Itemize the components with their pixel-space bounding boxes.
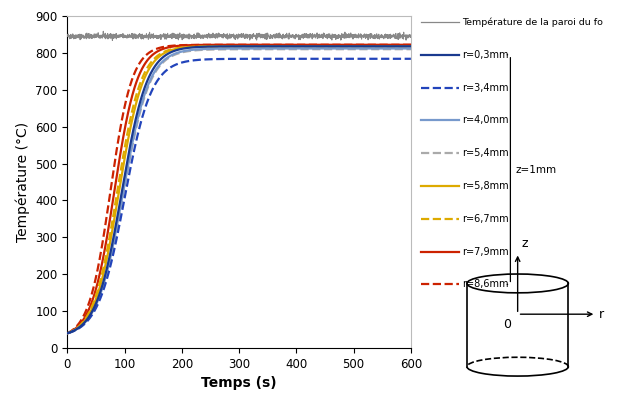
X-axis label: Temps (s): Temps (s) — [202, 376, 277, 390]
Text: r=5,8mm: r=5,8mm — [462, 181, 509, 191]
Text: r=7,9mm: r=7,9mm — [462, 246, 509, 257]
Text: r=3,4mm: r=3,4mm — [462, 83, 508, 93]
Text: 0: 0 — [503, 318, 512, 331]
Text: r: r — [599, 308, 604, 321]
Text: r=5,4mm: r=5,4mm — [462, 148, 509, 158]
Text: z: z — [522, 237, 528, 250]
Text: r=8,6mm: r=8,6mm — [462, 280, 508, 290]
Text: Température de la paroi du fo: Température de la paroi du fo — [462, 17, 603, 27]
Y-axis label: Température (°C): Température (°C) — [15, 122, 30, 242]
Text: r=6,7mm: r=6,7mm — [462, 214, 509, 224]
Text: z=1mm: z=1mm — [516, 165, 557, 174]
Text: r=0,3mm: r=0,3mm — [462, 50, 508, 60]
Text: r=4,0mm: r=4,0mm — [462, 116, 508, 126]
